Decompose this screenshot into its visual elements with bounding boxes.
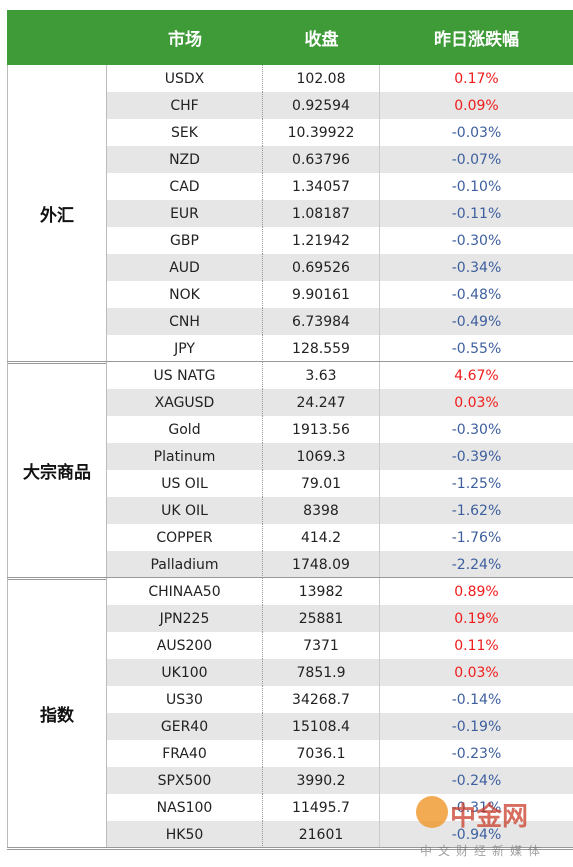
- close-value: 34268.7: [263, 686, 380, 713]
- close-value: 0.92594: [263, 92, 380, 119]
- close-value: 6.73984: [263, 308, 380, 335]
- market-name: NAS100: [107, 794, 263, 821]
- market-name: EUR: [107, 200, 263, 227]
- group-divider: [7, 847, 573, 850]
- market-name: NZD: [107, 146, 263, 173]
- change-value: -0.23%: [380, 740, 573, 767]
- close-value: 0.63796: [263, 146, 380, 173]
- change-value: -0.31%: [380, 794, 573, 821]
- change-value: -0.07%: [380, 146, 573, 173]
- header-cell: 收盘: [304, 30, 339, 50]
- market-name: CHINAA50: [107, 578, 263, 605]
- change-value: -0.14%: [380, 686, 573, 713]
- change-value: -0.19%: [380, 713, 573, 740]
- close-value: 3990.2: [263, 767, 380, 794]
- change-value: 0.17%: [380, 65, 573, 92]
- market-name: UK OIL: [107, 497, 263, 524]
- change-value: -0.55%: [380, 335, 573, 362]
- change-value: 4.67%: [380, 362, 573, 389]
- change-value: -0.24%: [380, 767, 573, 794]
- close-value: 1913.56: [263, 416, 380, 443]
- header-cell: 昨日涨跌幅: [434, 30, 519, 50]
- change-value: -0.30%: [380, 227, 573, 254]
- close-value: 1069.3: [263, 443, 380, 470]
- market-name: FRA40: [107, 740, 263, 767]
- market-name: US NATG: [107, 362, 263, 389]
- change-value: 0.03%: [380, 389, 573, 416]
- market-name: JPN225: [107, 605, 263, 632]
- close-value: 102.08: [263, 65, 380, 92]
- close-value: 128.559: [263, 335, 380, 362]
- watermark-logo: 中金网: [450, 802, 529, 832]
- change-value: -2.24%: [380, 551, 573, 578]
- change-value: -0.94%: [380, 821, 573, 848]
- close-value: 11495.7: [263, 794, 380, 821]
- market-name: CNH: [107, 308, 263, 335]
- change-value: -1.62%: [380, 497, 573, 524]
- market-name: US30: [107, 686, 263, 713]
- change-value: 0.03%: [380, 659, 573, 686]
- close-value: 1.08187: [263, 200, 380, 227]
- close-value: 15108.4: [263, 713, 380, 740]
- change-value: 0.89%: [380, 578, 573, 605]
- close-value: 10.39922: [263, 119, 380, 146]
- close-value: 13982: [263, 578, 380, 605]
- group-label: 外汇: [7, 65, 107, 362]
- watermark-logo-icon: [416, 796, 448, 828]
- market-name: GER40: [107, 713, 263, 740]
- market-name: Palladium: [107, 551, 263, 578]
- market-name: HK50: [107, 821, 263, 848]
- close-value: 21601: [263, 821, 380, 848]
- change-value: -0.39%: [380, 443, 573, 470]
- market-name: NOK: [107, 281, 263, 308]
- market-name: USDX: [107, 65, 263, 92]
- change-value: -1.25%: [380, 470, 573, 497]
- market-name: GBP: [107, 227, 263, 254]
- market-name: COPPER: [107, 524, 263, 551]
- close-value: 24.247: [263, 389, 380, 416]
- close-value: 1748.09: [263, 551, 380, 578]
- close-value: 8398: [263, 497, 380, 524]
- change-value: -0.30%: [380, 416, 573, 443]
- change-value: 0.11%: [380, 632, 573, 659]
- watermark-tagline: 中文财经新媒体: [420, 844, 547, 858]
- close-value: 1.21942: [263, 227, 380, 254]
- close-value: 79.01: [263, 470, 380, 497]
- market-name: AUD: [107, 254, 263, 281]
- market-name: SPX500: [107, 767, 263, 794]
- change-value: 0.19%: [380, 605, 573, 632]
- market-name: US OIL: [107, 470, 263, 497]
- close-value: 7371: [263, 632, 380, 659]
- close-value: 9.90161: [263, 281, 380, 308]
- change-value: -0.03%: [380, 119, 573, 146]
- close-value: 7036.1: [263, 740, 380, 767]
- change-value: -0.11%: [380, 200, 573, 227]
- change-value: -0.10%: [380, 173, 573, 200]
- group-label: 大宗商品: [7, 362, 107, 578]
- header-cell: 市场: [168, 30, 202, 50]
- close-value: 0.69526: [263, 254, 380, 281]
- close-value: 7851.9: [263, 659, 380, 686]
- market-name: XAGUSD: [107, 389, 263, 416]
- close-value: 1.34057: [263, 173, 380, 200]
- market-name: SEK: [107, 119, 263, 146]
- market-name: UK100: [107, 659, 263, 686]
- market-name: Gold: [107, 416, 263, 443]
- market-name: AUS200: [107, 632, 263, 659]
- group-label: 指数: [7, 578, 107, 848]
- market-name: Platinum: [107, 443, 263, 470]
- close-value: 3.63: [263, 362, 380, 389]
- header-bar: [7, 10, 573, 65]
- close-value: 25881: [263, 605, 380, 632]
- market-name: CAD: [107, 173, 263, 200]
- change-value: -1.76%: [380, 524, 573, 551]
- change-value: -0.49%: [380, 308, 573, 335]
- change-value: -0.34%: [380, 254, 573, 281]
- change-value: -0.48%: [380, 281, 573, 308]
- close-value: 414.2: [263, 524, 380, 551]
- change-value: 0.09%: [380, 92, 573, 119]
- market-name: JPY: [107, 335, 263, 362]
- market-name: CHF: [107, 92, 263, 119]
